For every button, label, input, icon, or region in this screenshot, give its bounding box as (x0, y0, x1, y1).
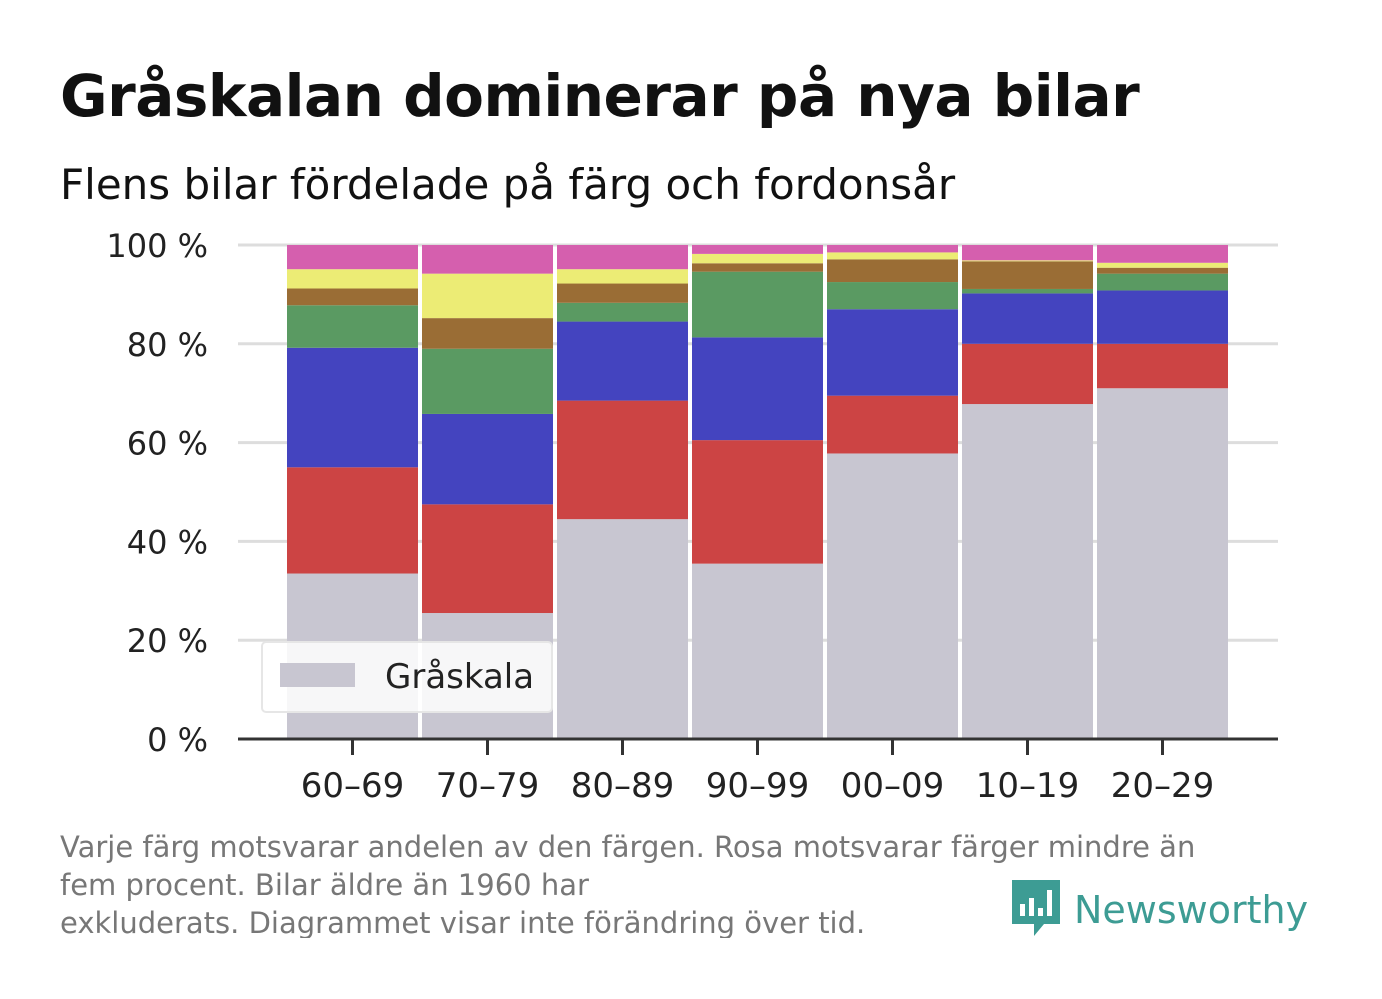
newsworthy-logo: Newsworthy (1010, 878, 1308, 942)
bar-segment (422, 245, 553, 274)
bar-segment (557, 400, 688, 520)
legend-swatch (280, 663, 355, 687)
y-tick-label: 20 % (127, 622, 208, 660)
x-tick-label: 90–99 (706, 766, 810, 806)
bar-segment (962, 288, 1093, 294)
bar-segment (692, 440, 823, 564)
legend-label: Gråskala (385, 657, 534, 697)
y-tick-label: 60 % (127, 425, 208, 463)
bar-segment (692, 253, 823, 264)
bar-segment (692, 245, 823, 254)
bar-segment (827, 282, 958, 310)
bar-segment (557, 283, 688, 303)
bar-segment (962, 343, 1093, 405)
bar-segment (287, 269, 418, 289)
y-tick-label: 40 % (127, 523, 208, 561)
bar-segment (557, 321, 688, 401)
footnote: Varje färg motsvarar andelen av den färg… (60, 828, 1300, 938)
bar-segment (422, 318, 553, 349)
bar-segment (1097, 290, 1228, 344)
legend-box (261, 641, 553, 713)
bar-segment (692, 337, 823, 441)
bar-segment (1097, 343, 1228, 389)
bar-segment (422, 504, 553, 614)
x-tick-label: 80–89 (571, 766, 675, 806)
bar-segment (557, 245, 688, 270)
x-tick-label: 20–29 (1111, 766, 1215, 806)
bar-segment (962, 404, 1093, 739)
bar-segment (1097, 267, 1228, 274)
bar-segment (287, 245, 418, 270)
bar-segment (1097, 262, 1228, 268)
bar-segment (1097, 273, 1228, 291)
bar-segment (422, 413, 553, 505)
bar-segment (962, 260, 1093, 262)
brand-name: Newsworthy (1074, 888, 1309, 932)
x-tick-label: 70–79 (436, 766, 540, 806)
bar-segment (557, 302, 688, 322)
footnote-line: fem procent. Bilar äldre än 1960 har (60, 868, 589, 902)
footnote-line: Varje färg motsvarar andelen av den färg… (60, 830, 1196, 864)
bar-segment (287, 288, 418, 306)
bar-segment (962, 293, 1093, 344)
bar-segment (557, 519, 688, 739)
bar-segment (1097, 245, 1228, 263)
chart-subtitle: Flens bilar fördelade på färg och fordon… (60, 160, 956, 209)
x-tick-label: 10–19 (976, 766, 1080, 806)
y-tick-label: 80 % (127, 326, 208, 364)
bar-segment (692, 271, 823, 338)
bar-segment (287, 305, 418, 348)
bar-segment (422, 273, 553, 319)
bar-segment (287, 347, 418, 468)
bar-segment (827, 259, 958, 283)
y-tick-label: 100 % (106, 227, 208, 265)
bar-segment (962, 261, 1093, 289)
newsworthy-chart-icon (1010, 878, 1062, 942)
x-tick-label: 00–09 (841, 766, 945, 806)
y-tick-label: 0 % (147, 721, 208, 759)
bar-segment (1097, 388, 1228, 739)
bar-segment (422, 348, 553, 414)
bar-segment (692, 263, 823, 272)
bar-segment (827, 453, 958, 739)
x-tick-label: 60–69 (301, 766, 405, 806)
bar-segment (962, 245, 1093, 261)
bar-segment (557, 269, 688, 284)
bar-segment (692, 563, 823, 739)
bar-segment (827, 252, 958, 260)
bar-segment (827, 309, 958, 396)
bar-segment (827, 395, 958, 454)
chart-title: Gråskalan dominerar på nya bilar (60, 62, 1140, 130)
bar-segment (287, 467, 418, 574)
footnote-line: exkluderats. Diagrammet visar inte förän… (60, 906, 866, 938)
bar-segment (827, 245, 958, 253)
